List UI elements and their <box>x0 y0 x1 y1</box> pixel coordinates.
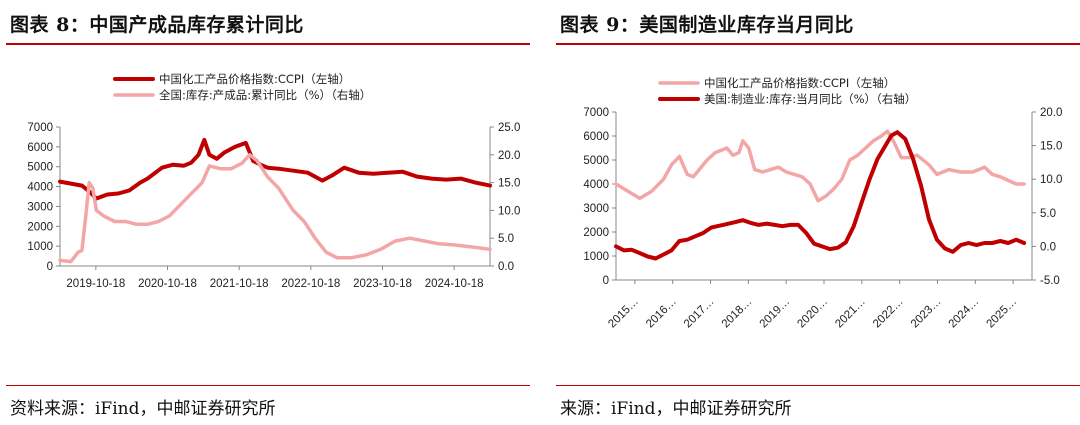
x-tick-label: 2024-10-18 <box>425 278 484 290</box>
y-tick-label-right: 15.0 <box>1040 141 1062 153</box>
y-tick-label-right: 5.0 <box>1040 208 1056 220</box>
chart-title: 图表 8：中国产成品库存累计同比 <box>10 14 304 36</box>
y-tick-label-right: 20.0 <box>1040 107 1062 119</box>
x-tick-label: 2020… <box>795 296 830 331</box>
x-tick-label: 2019… <box>758 296 793 331</box>
chart-title: 图表 9：美国制造业库存当月同比 <box>560 14 854 36</box>
y-tick-label-right: 0.0 <box>1040 241 1056 253</box>
x-tick-label: 2021… <box>833 296 868 331</box>
series-line-2 <box>58 153 492 264</box>
y-tick-label-left: 2000 <box>27 221 53 233</box>
x-tick-label: 2016… <box>644 296 679 331</box>
y-tick-label-left: 2000 <box>583 227 609 239</box>
panel-right: 图表 9：美国制造业库存当月同比 0 1000 2000 3000 4000 5000 60… <box>550 0 1080 425</box>
x-tick-label: 2024… <box>947 296 982 331</box>
y-tick-label-left: 0 <box>603 275 609 287</box>
x-tick-label: 2023-10-18 <box>353 278 412 290</box>
y-tick-label-left: 1000 <box>583 251 609 263</box>
y-tick-label-right: 20.0 <box>498 150 520 162</box>
y-tick-label-right: 10.0 <box>1040 174 1062 186</box>
y-tick-label-left: 4000 <box>27 182 53 194</box>
chart-ccpi-vs-us-inventory: 0 1000 2000 3000 4000 5000 6000 7000 -5.0 0.0 5.0 1… <box>583 76 1062 331</box>
legend-label: 中国化工产品价格指数:CCPI（左轴） <box>704 76 895 90</box>
y-tick-label-right: 10.0 <box>498 205 520 217</box>
title-divider <box>556 43 1080 45</box>
x-tick-label: 2021-10-18 <box>210 278 269 290</box>
legend-label: 全国:库存:产成品:累计同比（%）（右轴） <box>159 88 371 102</box>
y-tick-label-left: 4000 <box>583 179 609 191</box>
x-tick-label: 2019-10-18 <box>66 278 125 290</box>
source-divider <box>556 385 1080 386</box>
x-tick-label: 2015… <box>606 296 641 331</box>
y-tick-label-left: 3000 <box>27 201 53 213</box>
x-tick-label: 2025… <box>984 296 1019 331</box>
y-tick-label-right: -5.0 <box>1040 275 1060 287</box>
source-note: 来源：iFind，中邮证券研究所 <box>560 399 792 419</box>
y-tick-label-left: 6000 <box>27 142 53 154</box>
x-tick-label: 2022-10-18 <box>281 278 340 290</box>
y-tick-label-left: 5000 <box>27 162 53 174</box>
x-tick-label: 2017… <box>682 296 717 331</box>
series-line-2 <box>614 130 1027 261</box>
y-tick-label-left: 1000 <box>27 241 53 253</box>
y-tick-label-left: 7000 <box>583 107 609 119</box>
x-tick-label: 2018… <box>720 296 755 331</box>
source-divider <box>6 385 530 386</box>
y-tick-label-right: 0.0 <box>498 261 514 273</box>
y-tick-label-left: 6000 <box>583 131 609 143</box>
y-tick-label-left: 3000 <box>583 203 609 215</box>
y-tick-label-left: 7000 <box>27 122 53 134</box>
y-tick-label-left: 0 <box>47 261 53 273</box>
x-tick-label: 2020-10-18 <box>138 278 197 290</box>
x-tick-label: 2023… <box>909 296 944 331</box>
title-divider <box>6 43 530 45</box>
legend-label: 美国:制造业:库存:当月同比（%）（右轴） <box>704 92 916 106</box>
y-tick-label-right: 15.0 <box>498 178 520 190</box>
legend-label: 中国化工产品价格指数:CCPI（左轴） <box>159 72 350 86</box>
chart-ccpi-vs-china-inventory: 0 1000 2000 3000 4000 5000 6000 7000 0.0 5.0 10.0 1… <box>27 72 520 290</box>
panel-left: 图表 8：中国产成品库存累计同比 0 1000 2000 3000 4000 5000 60… <box>0 0 530 425</box>
source-note: 资料来源：iFind，中邮证券研究所 <box>10 399 276 419</box>
series-line-1 <box>58 137 492 201</box>
y-tick-label-left: 5000 <box>583 155 609 167</box>
y-tick-label-right: 5.0 <box>498 233 514 245</box>
x-tick-label: 2022… <box>871 296 906 331</box>
series-line-1 <box>614 129 1026 203</box>
y-tick-label-right: 25.0 <box>498 122 520 134</box>
